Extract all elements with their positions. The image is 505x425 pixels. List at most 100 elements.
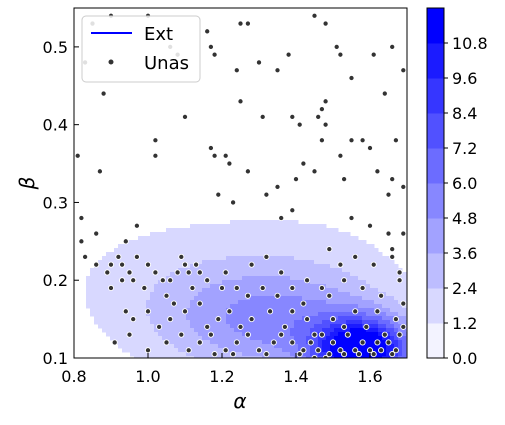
scatter-point <box>318 284 325 292</box>
density-cell <box>266 356 271 358</box>
density-cell <box>198 236 203 241</box>
density-cell <box>366 320 371 325</box>
density-cell <box>242 272 247 277</box>
density-cell <box>154 300 159 305</box>
density-cell <box>246 324 251 329</box>
density-cell <box>242 284 247 289</box>
density-cell <box>334 356 339 358</box>
density-cell <box>102 304 107 309</box>
density-cell <box>318 256 323 261</box>
density-cell <box>106 260 111 265</box>
density-cell <box>182 316 187 321</box>
density-cell <box>246 264 251 269</box>
density-cell <box>98 272 103 277</box>
density-cell <box>158 236 163 241</box>
density-cell <box>174 244 179 249</box>
density-cell <box>158 344 163 349</box>
density-cell <box>370 296 375 301</box>
density-cell <box>110 268 115 273</box>
density-cell <box>106 252 111 257</box>
density-cell <box>374 272 379 277</box>
density-cell <box>378 304 383 309</box>
density-cell <box>242 224 247 229</box>
density-cell <box>250 300 255 305</box>
density-cell <box>110 324 115 329</box>
density-cell <box>322 308 327 313</box>
density-cell <box>386 272 391 277</box>
density-cell <box>262 272 267 277</box>
density-cell <box>150 260 155 265</box>
density-cell <box>270 248 275 253</box>
density-cell <box>334 288 339 293</box>
density-cell <box>238 336 243 341</box>
scatter-point <box>370 351 377 358</box>
density-cell <box>214 336 219 341</box>
density-cell <box>130 348 135 353</box>
density-cell <box>278 328 283 333</box>
density-cell <box>158 260 163 265</box>
density-cell <box>202 272 207 277</box>
density-cell <box>142 268 147 273</box>
density-cell <box>102 296 107 301</box>
density-cell <box>158 320 163 325</box>
density-cell <box>314 280 319 285</box>
density-cell <box>346 320 351 325</box>
density-cell <box>346 316 351 321</box>
scatter-point <box>396 269 403 276</box>
density-cell <box>194 244 199 249</box>
scatter-point <box>104 269 111 276</box>
density-cell <box>162 252 167 257</box>
density-cell <box>190 248 195 253</box>
density-cell <box>162 260 167 265</box>
density-cell <box>134 288 139 293</box>
density-cell <box>302 256 307 261</box>
scatter-point <box>296 121 303 128</box>
density-cell <box>98 308 103 313</box>
density-cell <box>306 232 311 237</box>
density-cell <box>174 284 179 289</box>
density-cell <box>274 232 279 237</box>
scatter-point <box>322 121 329 128</box>
density-cell <box>362 332 367 337</box>
density-cell <box>294 292 299 297</box>
scatter-point <box>189 284 196 292</box>
scatter-point <box>363 323 370 330</box>
density-cell <box>270 336 275 341</box>
density-cell <box>130 268 135 273</box>
colorbar-tick-label: 0.0 <box>452 349 477 368</box>
density-cell <box>182 340 187 345</box>
density-cell <box>254 244 259 249</box>
density-cell <box>338 312 343 317</box>
density-cell <box>198 280 203 285</box>
density-cell <box>114 292 119 297</box>
density-cell <box>210 264 215 269</box>
density-cell <box>110 316 115 321</box>
density-cell <box>330 332 335 337</box>
density-cell <box>374 248 379 253</box>
density-cell <box>134 328 139 333</box>
density-cell <box>310 320 315 325</box>
density-cell <box>210 232 215 237</box>
density-cell <box>222 320 227 325</box>
density-cell <box>394 296 399 301</box>
density-cell <box>214 264 219 269</box>
density-cell <box>258 292 263 297</box>
density-cell <box>126 292 131 297</box>
density-cell <box>138 292 143 297</box>
density-cell <box>162 240 167 245</box>
density-cell <box>202 288 207 293</box>
density-cell <box>178 268 183 273</box>
density-cell <box>118 328 123 333</box>
density-cell <box>162 336 167 341</box>
density-cell <box>266 288 271 293</box>
density-cell <box>382 344 387 349</box>
density-cell <box>402 340 407 345</box>
density-cell <box>150 244 155 249</box>
density-cell <box>186 256 191 261</box>
density-cell <box>262 300 267 305</box>
density-cell <box>218 272 223 277</box>
density-cell <box>142 264 147 269</box>
density-cell <box>358 244 363 249</box>
density-cell <box>198 320 203 325</box>
scatter-point <box>389 253 396 260</box>
